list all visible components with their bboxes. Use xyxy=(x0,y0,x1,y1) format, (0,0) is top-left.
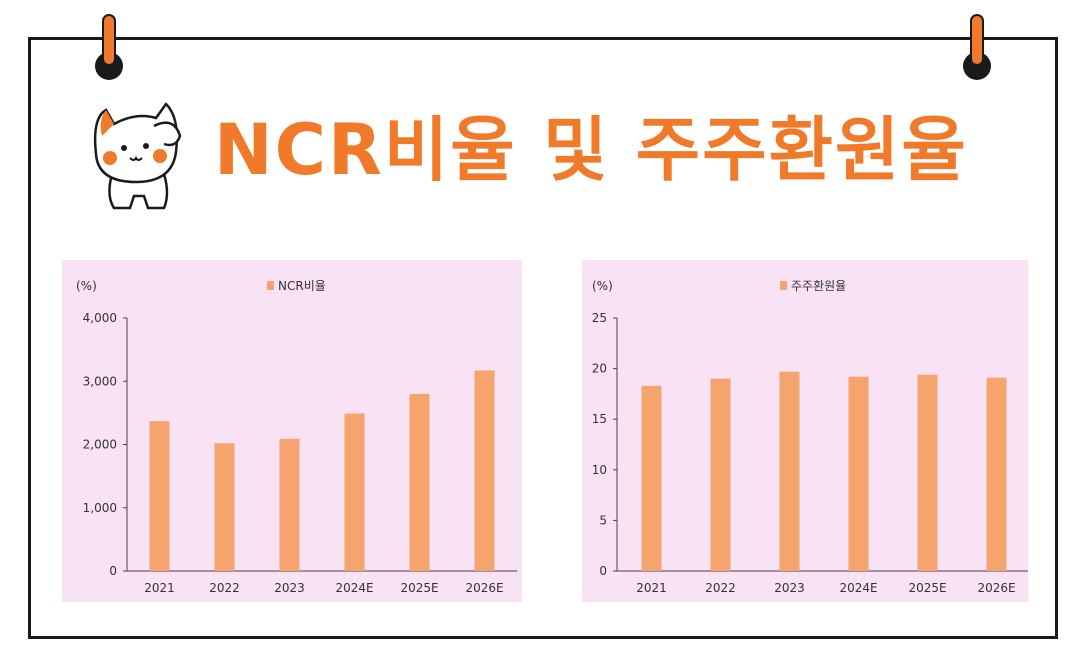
y-tick-label: 25 xyxy=(592,311,607,325)
shareholder-return-chart: (%) 주주환원율 0 5 10 15 20 25 2021 2022 2023 2024E 2025E… xyxy=(592,279,1028,595)
x-tick-label: 2025E xyxy=(908,581,946,595)
unit-label: (%) xyxy=(592,279,613,293)
x-tick-label: 2021 xyxy=(636,581,667,595)
x-tick-label: 2026E xyxy=(977,581,1015,595)
bar xyxy=(779,371,800,571)
pin-icon xyxy=(962,14,992,80)
y-tick-label: 2,000 xyxy=(83,438,117,452)
bar xyxy=(344,413,365,571)
y-tick-label: 0 xyxy=(109,564,117,578)
y-tick-label: 0 xyxy=(599,564,607,578)
x-tick-label: 2024E xyxy=(839,581,877,595)
bar xyxy=(710,378,731,571)
unit-label: (%) xyxy=(76,279,97,293)
x-tick-label: 2022 xyxy=(705,581,736,595)
bar xyxy=(409,393,430,571)
bar xyxy=(641,385,662,571)
shareholder-return-chart-panel: (%) 주주환원율 0 5 10 15 20 25 2021 2022 2023 2024E 2025E… xyxy=(582,260,1028,602)
y-tick-label: 1,000 xyxy=(83,501,117,515)
x-tick-label: 2023 xyxy=(774,581,805,595)
y-tick-label: 4,000 xyxy=(83,311,117,325)
legend-swatch xyxy=(780,281,787,290)
legend-swatch xyxy=(267,281,274,290)
bar xyxy=(149,421,170,571)
bar xyxy=(214,443,235,571)
pin-icon xyxy=(94,14,124,80)
y-tick-label: 10 xyxy=(592,463,607,477)
bar xyxy=(917,374,938,571)
legend-label: NCR비율 xyxy=(278,279,326,293)
y-tick-label: 15 xyxy=(592,412,607,426)
x-tick-label: 2022 xyxy=(209,581,240,595)
y-tick-label: 20 xyxy=(592,362,607,376)
y-tick-label: 5 xyxy=(599,513,607,527)
y-tick-label: 3,000 xyxy=(83,374,117,388)
x-tick-label: 2024E xyxy=(335,581,373,595)
bar xyxy=(986,377,1007,571)
ncr-chart: (%) NCR비율 0 1,000 2,000 3,000 4,000 2021 2022 202… xyxy=(76,279,517,595)
ncr-chart-panel: (%) NCR비율 0 1,000 2,000 3,000 4,000 2021 2022 202… xyxy=(62,260,522,602)
x-tick-label: 2021 xyxy=(144,581,175,595)
x-tick-label: 2023 xyxy=(274,581,305,595)
legend-label: 주주환원율 xyxy=(791,279,846,293)
page-title: NCR비율 및 주주환원율 xyxy=(214,109,968,191)
x-tick-label: 2025E xyxy=(400,581,438,595)
cat-mascot-icon xyxy=(93,102,182,210)
bar xyxy=(848,376,869,571)
x-tick-label: 2026E xyxy=(465,581,503,595)
bar xyxy=(474,370,495,571)
bar xyxy=(279,438,300,571)
